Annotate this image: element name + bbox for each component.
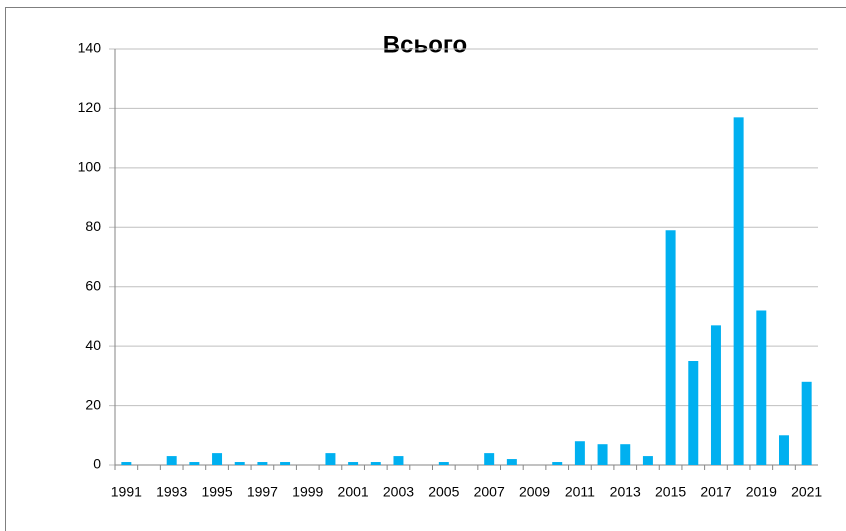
- x-tick-label: 2001: [338, 484, 369, 500]
- y-tick-label: 100: [78, 159, 102, 175]
- bar: [642, 456, 653, 465]
- y-tick-label: 40: [85, 337, 101, 353]
- x-tick-label: 2021: [791, 484, 822, 500]
- x-tick-label: 1997: [247, 484, 278, 500]
- y-tick-label: 80: [85, 218, 101, 234]
- bar: [620, 444, 631, 465]
- bar: [189, 462, 200, 465]
- x-tick-label: 2005: [428, 484, 459, 500]
- bar: [348, 462, 359, 465]
- bar: [665, 230, 676, 465]
- bar: [574, 441, 585, 465]
- bar: [257, 462, 268, 465]
- bar: [166, 456, 177, 465]
- x-tick-label: 2017: [700, 484, 731, 500]
- y-tick-label: 0: [93, 456, 101, 472]
- x-tick-label: 2019: [746, 484, 777, 500]
- x-tick-label: 2015: [655, 484, 686, 500]
- x-tick-label: 1993: [156, 484, 187, 500]
- y-tick-label: 140: [78, 40, 102, 56]
- bar: [234, 462, 245, 465]
- chart-title: Всього: [383, 31, 467, 58]
- chart-frame: [5, 7, 846, 531]
- y-tick-label: 60: [85, 277, 101, 293]
- x-tick-label: 1999: [292, 484, 323, 500]
- x-tick-label: 2013: [610, 484, 641, 500]
- bar: [710, 325, 721, 465]
- x-tick-label: 1991: [111, 484, 142, 500]
- bar: [506, 459, 517, 465]
- bar: [597, 444, 608, 465]
- bar: [801, 381, 812, 465]
- bar: [552, 462, 563, 465]
- bar: [688, 361, 699, 465]
- x-tick-label: 2007: [474, 484, 505, 500]
- bar: [778, 435, 789, 465]
- y-tick-label: 120: [78, 99, 102, 115]
- bar: [393, 456, 404, 465]
- x-tick-label: 2003: [383, 484, 414, 500]
- bar: [121, 462, 132, 465]
- bar: [756, 310, 767, 465]
- x-tick-label: 2011: [565, 484, 595, 500]
- bar: [438, 462, 449, 465]
- x-tick-label: 1995: [201, 484, 232, 500]
- y-tick-label: 20: [85, 396, 101, 412]
- bar: [212, 453, 223, 465]
- bar: [325, 453, 336, 465]
- bar: [370, 462, 381, 465]
- bar: [484, 453, 495, 465]
- x-tick-label: 2009: [519, 484, 550, 500]
- bar: [733, 117, 744, 465]
- bar: [280, 462, 291, 465]
